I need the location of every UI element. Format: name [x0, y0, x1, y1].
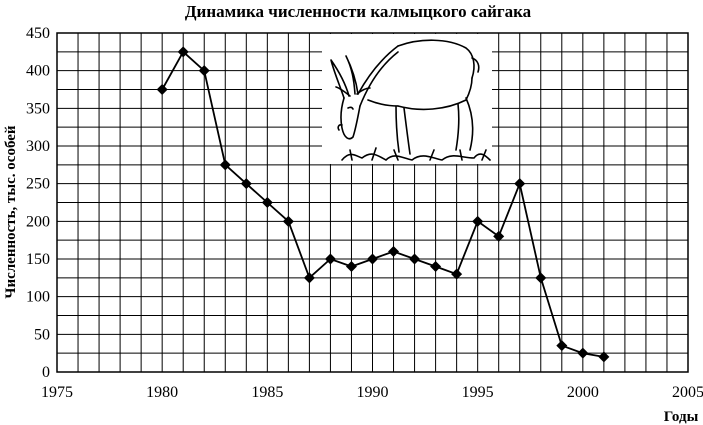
y-tick-label: 250 — [26, 176, 50, 193]
data-point-1980 — [156, 84, 168, 95]
data-point-1988 — [324, 253, 336, 265]
plot-frame — [56, 32, 689, 373]
x-tick-label: 1980 — [146, 384, 178, 401]
y-tick-label: 300 — [26, 138, 50, 155]
data-point-1981 — [177, 46, 189, 58]
saiga-stroke — [349, 147, 487, 161]
data-point-1997 — [514, 178, 526, 190]
x-axis-label: Годы — [664, 409, 699, 425]
data-markers — [156, 46, 610, 363]
saiga-stroke — [345, 55, 359, 95]
data-point-1989 — [345, 261, 357, 273]
saiga-stroke — [471, 57, 480, 73]
data-point-1995 — [472, 215, 484, 227]
illustration-background — [322, 34, 492, 164]
series-line — [161, 50, 605, 358]
saiga-stroke — [359, 51, 399, 107]
y-axis-label: Численность, тыс. особей — [3, 125, 19, 298]
data-point-2000 — [577, 347, 589, 359]
data-point-1996 — [493, 230, 505, 242]
saiga-stroke — [337, 124, 343, 131]
data-point-1982 — [198, 65, 210, 77]
saiga-stroke — [330, 59, 350, 99]
data-point-1990 — [367, 253, 378, 265]
chart-title: Динамика численности калмыцкого сайгака — [185, 2, 532, 21]
saiga-stroke — [465, 77, 473, 101]
data-point-1983 — [219, 159, 231, 171]
saiga-stroke — [341, 153, 491, 161]
data-point-1998 — [535, 272, 547, 284]
x-tick-label: 1985 — [251, 384, 283, 401]
y-tick-label: 0 — [42, 364, 50, 381]
series-polyline — [161, 50, 605, 358]
x-tick-label: 2000 — [567, 384, 599, 401]
data-point-1993 — [430, 261, 442, 273]
saiga-stroke — [357, 45, 399, 95]
data-point-1999 — [556, 340, 568, 352]
x-tick-label: 2005 — [672, 384, 703, 401]
y-tick-label: 150 — [26, 251, 50, 268]
x-tick-label: 1975 — [41, 384, 73, 401]
saiga-drawing — [330, 39, 491, 161]
y-tick-label: 100 — [26, 289, 50, 306]
data-point-2001 — [598, 351, 610, 363]
saiga-stroke — [340, 97, 361, 140]
data-point-1984 — [240, 178, 252, 190]
saiga-stroke — [455, 97, 474, 151]
y-tick-label: 200 — [26, 213, 50, 230]
data-point-1994 — [451, 268, 463, 280]
y-tick-label: 400 — [26, 63, 50, 80]
y-tick-label: 450 — [26, 25, 50, 42]
saiga-stroke — [347, 106, 354, 110]
data-point-1987 — [303, 272, 315, 284]
data-point-1991 — [388, 245, 400, 257]
saiga-illustration — [322, 34, 492, 164]
x-tick-label: 1995 — [462, 384, 494, 401]
data-point-1986 — [282, 215, 294, 227]
y-tick-label: 50 — [34, 326, 50, 343]
data-point-1992 — [409, 253, 421, 265]
x-tick-label: 1990 — [357, 384, 389, 401]
saiga-stroke — [395, 105, 411, 155]
y-tick-label: 350 — [26, 100, 50, 117]
data-point-1985 — [261, 197, 273, 208]
saiga-stroke — [397, 39, 475, 79]
tick-labels: 0 50 100 150 200 250 300 350 400 450 1975 1980 1985 1… — [26, 25, 703, 401]
